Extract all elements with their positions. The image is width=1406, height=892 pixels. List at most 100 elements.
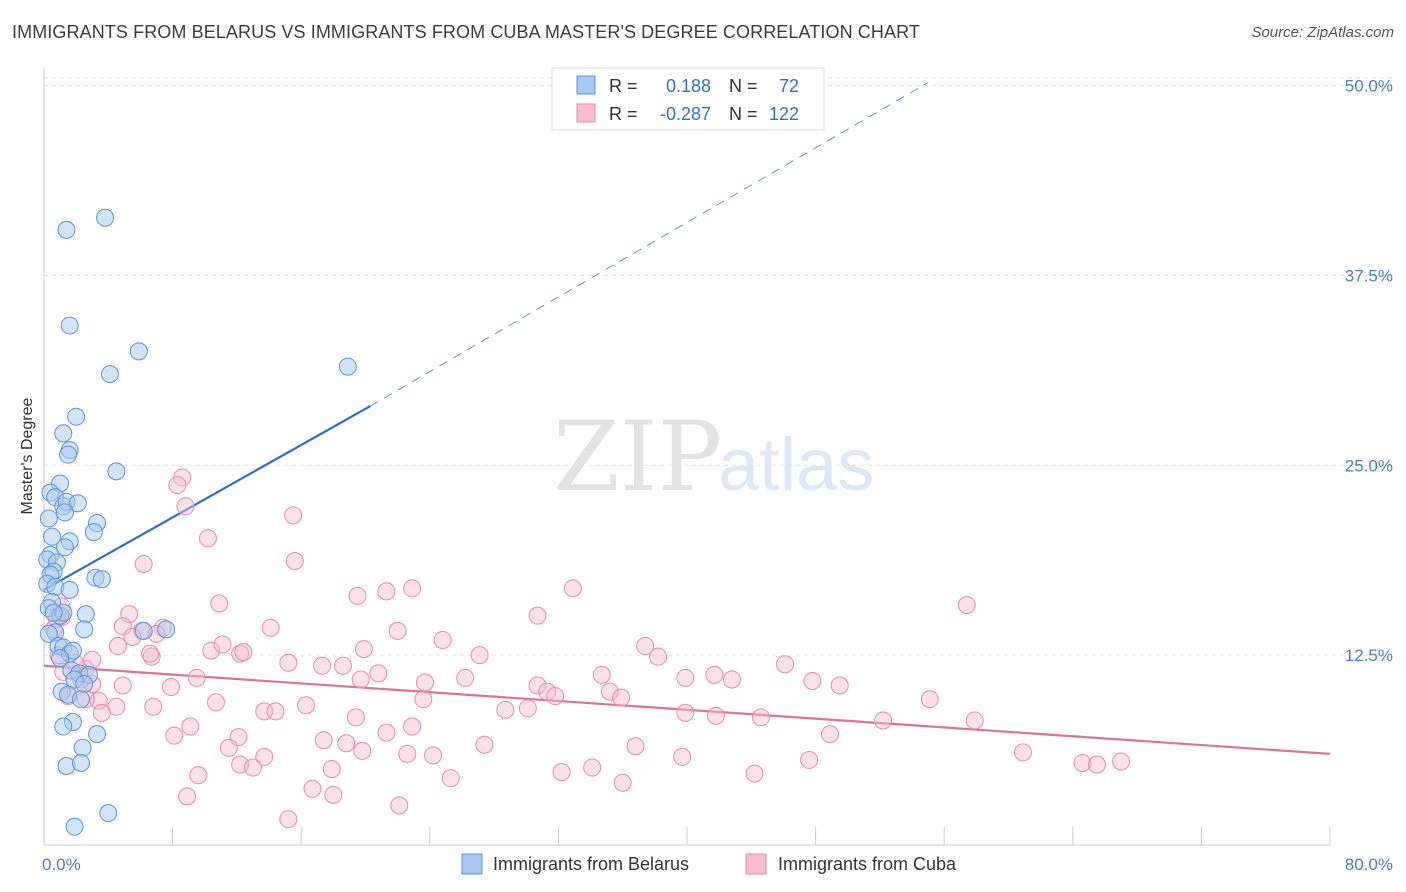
point-cuba	[181, 717, 200, 736]
point-belarus	[43, 527, 62, 546]
stats-legend: R = 0.188 N = 72 R = -0.287 N = 122	[551, 67, 825, 131]
grid-lines	[44, 77, 1395, 656]
y-tick-label: 25.0%	[1345, 456, 1393, 475]
point-cuba	[518, 699, 537, 718]
series-belarus-points	[38, 208, 357, 836]
point-belarus	[92, 570, 111, 589]
point-cuba	[649, 647, 668, 666]
stats-r-label-belarus: R =	[609, 76, 638, 96]
x-tick-label-max: 80.0%	[1345, 855, 1393, 874]
point-cuba	[377, 723, 396, 742]
point-cuba	[676, 668, 695, 687]
point-cuba	[528, 606, 547, 625]
chart-title: IMMIGRANTS FROM BELARUS VS IMMIGRANTS FR…	[12, 22, 920, 42]
point-cuba	[745, 764, 764, 783]
point-belarus	[129, 342, 148, 361]
y-tick-labels: 12.5% 25.0% 37.5% 50.0%	[1345, 77, 1393, 666]
point-cuba	[354, 640, 373, 659]
point-cuba	[176, 497, 195, 516]
stats-n-value-cuba: 122	[769, 104, 799, 124]
stats-n-value-belarus: 72	[779, 76, 799, 96]
point-cuba	[279, 810, 298, 829]
point-cuba	[957, 596, 976, 615]
series-legend: Immigrants from Belarus Immigrants from …	[461, 853, 957, 875]
point-cuba	[337, 734, 356, 753]
point-cuba	[600, 682, 619, 701]
point-cuba	[351, 670, 370, 689]
point-cuba	[255, 747, 274, 766]
point-belarus	[60, 580, 79, 599]
x-tick-label-min: 0.0%	[42, 855, 81, 874]
point-cuba	[706, 706, 725, 725]
point-cuba	[470, 646, 489, 665]
watermark: ZIP atlas	[553, 401, 874, 513]
point-belarus	[55, 538, 74, 557]
trend-line-belarus-extension	[370, 82, 929, 407]
stats-r-value-belarus: 0.188	[666, 76, 711, 96]
point-cuba	[297, 696, 316, 715]
point-cuba	[108, 637, 127, 656]
point-cuba	[369, 664, 388, 683]
source-credit: Source: ZipAtlas.com	[1251, 24, 1394, 41]
trend-lines	[43, 82, 1331, 755]
point-cuba	[144, 697, 163, 716]
point-belarus	[88, 725, 107, 744]
y-tick-label: 37.5%	[1345, 266, 1393, 285]
point-cuba	[333, 656, 352, 675]
point-cuba	[390, 796, 409, 815]
point-belarus	[73, 738, 92, 757]
point-belarus	[65, 817, 84, 836]
point-cuba	[168, 476, 187, 495]
point-cuba	[751, 708, 770, 727]
point-cuba	[475, 735, 494, 754]
point-cuba	[165, 726, 184, 745]
point-cuba	[612, 688, 631, 707]
stats-swatch-cuba	[576, 103, 596, 123]
point-cuba	[1112, 752, 1131, 771]
point-belarus	[46, 577, 65, 596]
point-cuba	[313, 656, 332, 675]
point-belarus	[107, 462, 126, 481]
point-belarus	[44, 603, 63, 622]
point-cuba	[210, 594, 229, 613]
point-cuba	[965, 711, 984, 730]
point-cuba	[346, 708, 365, 727]
point-cuba	[92, 703, 111, 722]
point-belarus	[157, 620, 176, 639]
point-belarus	[100, 365, 119, 384]
point-cuba	[1013, 743, 1032, 762]
point-cuba	[348, 586, 367, 605]
point-cuba	[414, 690, 433, 709]
point-cuba	[234, 643, 253, 662]
point-cuba	[546, 687, 565, 706]
point-belarus	[68, 494, 87, 513]
point-cuba	[303, 779, 322, 798]
point-cuba	[1087, 755, 1106, 774]
point-cuba	[626, 737, 645, 756]
point-cuba	[803, 671, 822, 690]
point-belarus	[71, 753, 90, 772]
point-belarus	[57, 757, 76, 776]
point-cuba	[202, 641, 221, 660]
series-cuba-points	[44, 468, 1131, 829]
legend-swatch-cuba	[745, 853, 767, 875]
point-cuba	[231, 644, 250, 663]
trend-line-belarus	[43, 405, 371, 591]
point-cuba	[219, 738, 238, 757]
legend-label-cuba: Immigrants from Cuba	[778, 854, 957, 874]
point-belarus	[59, 445, 78, 464]
point-cuba	[284, 506, 303, 525]
point-belarus	[134, 621, 153, 640]
point-cuba	[441, 769, 460, 788]
legend-label-belarus: Immigrants from Belarus	[493, 854, 689, 874]
point-cuba	[424, 746, 443, 765]
point-cuba	[388, 621, 407, 640]
point-cuba	[207, 693, 226, 712]
point-belarus	[338, 357, 357, 376]
point-cuba	[496, 700, 515, 719]
stats-n-label-belarus: N =	[729, 76, 758, 96]
point-cuba	[456, 668, 475, 687]
point-cuba	[723, 670, 742, 689]
point-cuba	[161, 678, 180, 697]
